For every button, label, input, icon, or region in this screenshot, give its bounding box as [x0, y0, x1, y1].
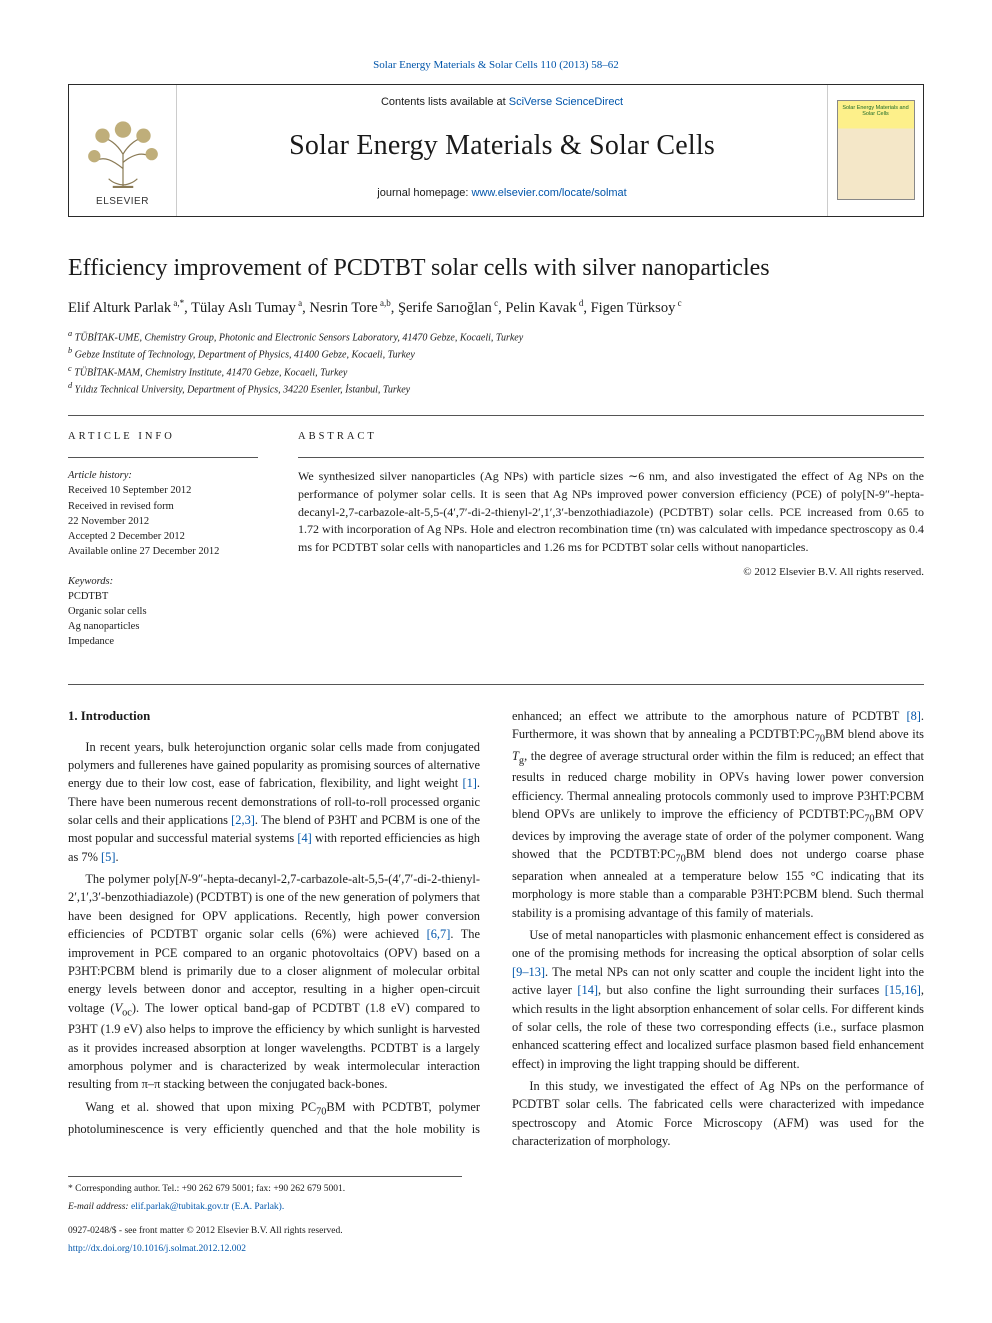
author-6-aff: c: [675, 298, 681, 308]
ref-link-5[interactable]: [5]: [101, 850, 115, 864]
abstract-block: ABSTRACT We synthesized silver nanoparti…: [298, 430, 924, 663]
article-title: Efficiency improvement of PCDTBT solar c…: [68, 253, 924, 283]
para-5: In this study, we investigated the effec…: [512, 1077, 924, 1150]
hist-online: Available online 27 December 2012: [68, 544, 258, 559]
homepage-line: journal homepage: www.elsevier.com/locat…: [197, 186, 807, 202]
homepage-prefix: journal homepage:: [377, 187, 471, 199]
abstract-text: We synthesized silver nanoparticles (Ag …: [298, 468, 924, 557]
para-2: The polymer poly[N-9″-hepta-decanyl-2,7-…: [68, 870, 480, 1094]
author-1-aff: a,*: [171, 298, 184, 308]
abstract-head: ABSTRACT: [298, 430, 924, 445]
history-label: Article history:: [68, 468, 258, 483]
author-5: Pelin Kavak: [505, 299, 576, 315]
keywords-block: Keywords: PCDTBT Organic solar cells Ag …: [68, 574, 258, 650]
hist-revised: Received in revised form: [68, 499, 258, 514]
kw-1: PCDTBT: [68, 589, 258, 604]
article-history: Article history: Received 10 September 2…: [68, 468, 258, 559]
para-1: In recent years, bulk heterojunction org…: [68, 738, 480, 867]
email-link[interactable]: elif.parlak@tubitak.gov.tr (E.A. Parlak)…: [131, 1202, 284, 1212]
author-4-aff: c: [492, 298, 498, 308]
meta-row: ARTICLE INFO Article history: Received 1…: [68, 430, 924, 663]
aff-d: d Yıldız Technical University, Departmen…: [68, 380, 924, 397]
hist-accepted: Accepted 2 December 2012: [68, 529, 258, 544]
ref-link-8[interactable]: [8]: [906, 709, 920, 723]
footnotes: * Corresponding author. Tel.: +90 262 67…: [68, 1176, 462, 1256]
info-divider: [68, 457, 258, 458]
hist-revised-date: 22 November 2012: [68, 514, 258, 529]
authors-line: Elif Alturk Parlak a,*, Tülay Aslı Tumay…: [68, 297, 924, 318]
elsevier-label: ELSEVIER: [96, 195, 149, 209]
author-6: Figen Türksoy: [591, 299, 676, 315]
para-4: Use of metal nanoparticles with plasmoni…: [512, 926, 924, 1073]
divider-top: [68, 415, 924, 416]
author-1: Elif Alturk Parlak: [68, 299, 171, 315]
kw-4: Impedance: [68, 634, 258, 649]
ref-link-1[interactable]: [1]: [462, 776, 476, 790]
body-columns: 1. Introduction In recent years, bulk he…: [68, 707, 924, 1151]
aff-c: c TÜBİTAK-MAM, Chemistry Institute, 4147…: [68, 363, 924, 380]
section-1-head: 1. Introduction: [68, 707, 480, 726]
author-2-aff: a: [296, 298, 302, 308]
journal-cover-thumb: Solar Energy Materials and Solar Cells: [837, 100, 915, 200]
journal-cover-block: Solar Energy Materials and Solar Cells: [827, 85, 923, 216]
sciencedirect-link[interactable]: SciVerse ScienceDirect: [509, 96, 623, 108]
homepage-link[interactable]: www.elsevier.com/locate/solmat: [471, 187, 626, 199]
journal-header: ELSEVIER Contents lists available at Sci…: [68, 84, 924, 217]
title-block: Efficiency improvement of PCDTBT solar c…: [68, 253, 924, 398]
journal-name: Solar Energy Materials & Solar Cells: [197, 126, 807, 166]
cover-title: Solar Energy Materials and Solar Cells: [838, 101, 914, 121]
ref-link-67[interactable]: [6,7]: [427, 927, 451, 941]
journal-ref-anchor[interactable]: Solar Energy Materials & Solar Cells 110…: [373, 59, 619, 71]
contents-prefix: Contents lists available at: [381, 96, 509, 108]
ref-link-4[interactable]: [4]: [297, 831, 311, 845]
keywords-label: Keywords:: [68, 574, 258, 589]
author-3-aff: a,b: [378, 298, 391, 308]
kw-3: Ag nanoparticles: [68, 619, 258, 634]
ref-link-913[interactable]: [9–13]: [512, 965, 545, 979]
issn-line: 0927-0248/$ - see front matter © 2012 El…: [68, 1225, 462, 1239]
corr-author-note: * Corresponding author. Tel.: +90 262 67…: [68, 1183, 462, 1197]
abstract-copyright: © 2012 Elsevier B.V. All rights reserved…: [298, 565, 924, 581]
elsevier-tree-icon: [82, 107, 164, 189]
email-label: E-mail address:: [68, 1202, 129, 1212]
article-info-head: ARTICLE INFO: [68, 430, 258, 445]
divider-bottom: [68, 684, 924, 685]
kw-2: Organic solar cells: [68, 604, 258, 619]
author-4: Şerife Sarıoğlan: [398, 299, 492, 315]
hist-received: Received 10 September 2012: [68, 483, 258, 498]
journal-ref-link[interactable]: Solar Energy Materials & Solar Cells 110…: [68, 58, 924, 74]
author-2: Tülay Aslı Tumay: [191, 299, 296, 315]
author-3: Nesrin Tore: [309, 299, 377, 315]
email-row: E-mail address: elif.parlak@tubitak.gov.…: [68, 1201, 462, 1215]
publisher-logo-block: ELSEVIER: [69, 85, 177, 216]
affiliations: a TÜBİTAK-UME, Chemistry Group, Photonic…: [68, 328, 924, 397]
aff-a: a TÜBİTAK-UME, Chemistry Group, Photonic…: [68, 328, 924, 345]
ref-link-14[interactable]: [14]: [577, 983, 598, 997]
article-info: ARTICLE INFO Article history: Received 1…: [68, 430, 258, 663]
doi-line: http://dx.doi.org/10.1016/j.solmat.2012.…: [68, 1243, 462, 1257]
aff-b: b Gebze Institute of Technology, Departm…: [68, 345, 924, 362]
contents-line: Contents lists available at SciVerse Sci…: [197, 95, 807, 111]
header-center: Contents lists available at SciVerse Sci…: [177, 85, 827, 216]
author-5-aff: d: [577, 298, 584, 308]
doi-link[interactable]: http://dx.doi.org/10.1016/j.solmat.2012.…: [68, 1244, 246, 1254]
abstract-divider: [298, 457, 924, 458]
ref-link-23[interactable]: [2,3]: [231, 813, 255, 827]
ref-link-1516[interactable]: [15,16]: [885, 983, 921, 997]
